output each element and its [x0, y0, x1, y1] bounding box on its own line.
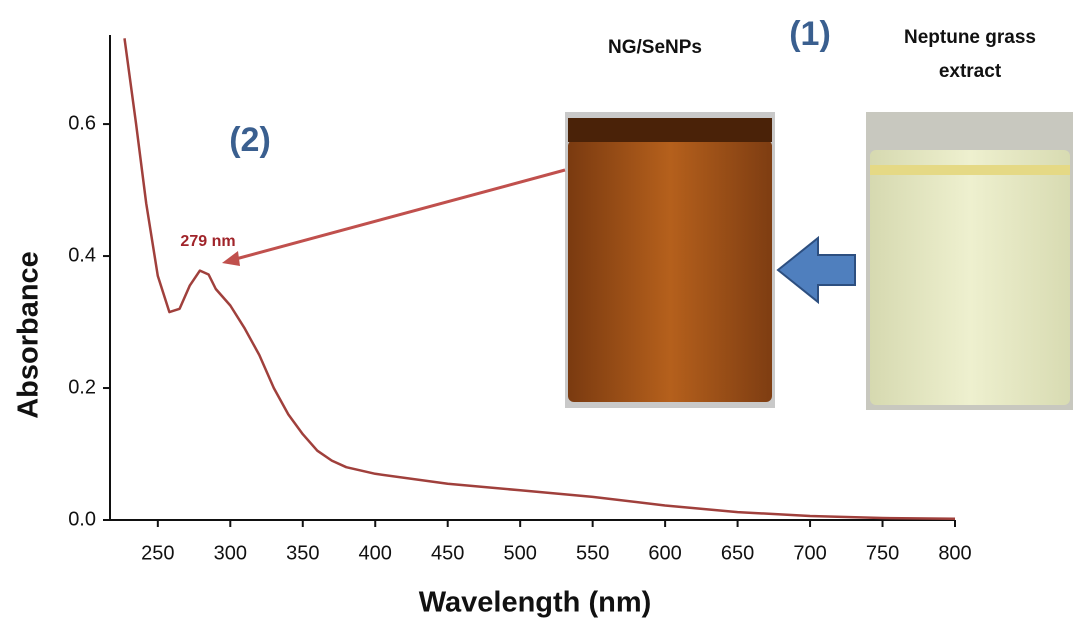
photo-label: Neptune grass — [904, 27, 1036, 48]
arrow-head — [222, 251, 240, 266]
panel-label: (1) — [789, 15, 831, 53]
photo-ng-senps — [565, 112, 775, 408]
y-tick-label: 0.4 — [68, 244, 96, 266]
x-tick-label: 800 — [938, 542, 971, 564]
photo-extract — [866, 112, 1073, 410]
photo-label: extract — [939, 61, 1002, 82]
chart: NG/SeNPs (1) Neptune grass extract (2) 2… — [0, 0, 1073, 620]
y-tick-label: 0.0 — [68, 508, 96, 530]
arrow-red — [232, 170, 565, 260]
y-tick-label: 0.6 — [68, 112, 96, 134]
y-tick-label: 0.2 — [68, 376, 96, 398]
x-tick-label: 500 — [503, 542, 536, 564]
x-tick-label: 750 — [866, 542, 899, 564]
photo-label: NG/SeNPs — [608, 37, 702, 58]
x-tick-label: 450 — [431, 542, 464, 564]
peak-label: 279 nm — [180, 233, 235, 250]
y-axis-title: Absorbance — [13, 251, 45, 419]
x-tick-label: 400 — [359, 542, 392, 564]
x-axis-title: Wavelength (nm) — [419, 587, 652, 619]
x-tick-label: 300 — [214, 542, 247, 564]
x-tick-label: 550 — [576, 542, 609, 564]
x-tick-label: 350 — [286, 542, 319, 564]
x-tick-label: 250 — [141, 542, 174, 564]
x-tick-label: 600 — [648, 542, 681, 564]
arrow-blue — [778, 238, 855, 302]
panel-label: (2) — [229, 121, 271, 159]
x-tick-label: 650 — [721, 542, 754, 564]
x-tick-label: 700 — [793, 542, 826, 564]
